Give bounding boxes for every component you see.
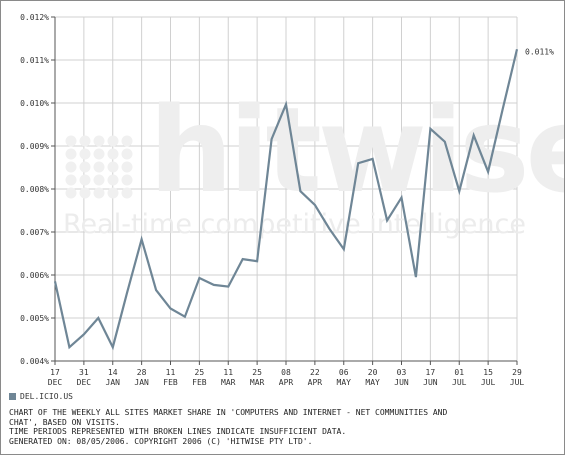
y-tick-label: 0.008% (20, 185, 49, 194)
series-lines: 0.011% (53, 47, 554, 351)
watermark-dot (65, 174, 77, 186)
x-tick-day: 31 (79, 368, 89, 377)
grid (54, 16, 518, 362)
x-tick-month: FEB (163, 378, 178, 387)
watermark-dot (93, 161, 105, 173)
note-line: CHART OF THE WEEKLY ALL SITES MARKET SHA… (9, 408, 448, 417)
x-tick-day: 17 (426, 368, 436, 377)
watermark-dot (79, 135, 91, 147)
watermark-tagline: Real-time competitive intelligence (63, 209, 526, 240)
watermark-dots-logo (65, 135, 133, 199)
watermark-dot (121, 135, 133, 147)
x-tick-day: 25 (252, 368, 262, 377)
x-tick-day: 17 (50, 368, 60, 377)
x-tick-month: JUL (452, 378, 467, 387)
x-tick-day: 25 (195, 368, 205, 377)
x-tick-month: APR (308, 378, 323, 387)
x-tick-day: 22 (310, 368, 320, 377)
x-tick-month: MAY (337, 378, 352, 387)
x-tick-month: JAN (106, 378, 121, 387)
x-tick-month: JUN (423, 378, 438, 387)
x-tick-day: 28 (137, 368, 147, 377)
watermark-dot (65, 187, 77, 199)
series-line-delicious (53, 49, 519, 351)
x-tick-month: APR (279, 378, 294, 387)
y-tick-label: 0.007% (20, 228, 49, 237)
note-line: TIME PERIODS REPRESENTED WITH BROKEN LIN… (9, 427, 347, 436)
y-tick-label: 0.010% (20, 99, 49, 108)
x-tick-month: MAR (221, 378, 236, 387)
x-tick-month: MAY (365, 378, 380, 387)
watermark-dot (121, 148, 133, 160)
watermark-dot (107, 174, 119, 186)
hitwise-watermark: hitwise Real-time competitive intelligen… (63, 81, 564, 240)
x-tick-month: JUL (481, 378, 496, 387)
x-tick-day: 11 (223, 368, 233, 377)
watermark-dot (107, 187, 119, 199)
watermark-dot (65, 135, 77, 147)
x-axis-ticks: 17DEC31DEC14JAN28JAN11FEB25FEB11MAR25MAR… (48, 361, 525, 387)
x-tick-day: 08 (281, 368, 291, 377)
watermark-dot (107, 148, 119, 160)
watermark-dot (93, 187, 105, 199)
y-axis-ticks: 0.004% 0.005% 0.006% 0.007% 0.008% 0.009% 0.01… (20, 13, 55, 366)
y-tick-label: 0.005% (20, 314, 49, 323)
x-tick-month: MAR (250, 378, 265, 387)
watermark-dot (93, 174, 105, 186)
watermark-dot (93, 135, 105, 147)
x-tick-day: 11 (166, 368, 176, 377)
watermark-dot (107, 161, 119, 173)
watermark-dot (79, 187, 91, 199)
x-tick-day: 06 (339, 368, 349, 377)
y-tick-label: 0.009% (20, 142, 49, 151)
chart-notes: CHART OF THE WEEKLY ALL SITES MARKET SHA… (9, 408, 559, 446)
x-tick-month: JUN (394, 378, 409, 387)
x-tick-month: JAN (134, 378, 149, 387)
watermark-dot (121, 187, 133, 199)
watermark-dot (79, 174, 91, 186)
watermark-dot (65, 148, 77, 160)
x-tick-month: JUL (510, 378, 525, 387)
watermark-dot (65, 161, 77, 173)
note-line: CHAT', BASED ON VISITS. (9, 417, 120, 427)
series-end-label: 0.011% (525, 47, 554, 56)
x-tick-month: FEB (192, 378, 207, 387)
x-tick-day: 29 (512, 368, 522, 377)
x-tick-day: 15 (483, 368, 493, 377)
y-tick-label: 0.011% (20, 56, 49, 65)
legend-swatch (9, 393, 16, 400)
watermark-dot (107, 135, 119, 147)
watermark-dot (79, 161, 91, 173)
line-chart: hitwise Real-time competitive intelligen… (20, 13, 564, 387)
x-tick-month: DEC (48, 378, 63, 387)
x-tick-day: 01 (454, 368, 464, 377)
y-tick-label: 0.006% (20, 271, 49, 280)
x-tick-month: DEC (77, 378, 92, 387)
legend: DEL.ICIO.US (9, 392, 73, 401)
note-line: GENERATED ON: 08/05/2006. COPYRIGHT 2006… (9, 436, 313, 446)
y-tick-label: 0.004% (20, 357, 49, 366)
x-tick-day: 03 (397, 368, 407, 377)
watermark-dot (121, 161, 133, 173)
watermark-dot (79, 148, 91, 160)
x-tick-day: 14 (108, 368, 118, 377)
x-tick-day: 20 (368, 368, 378, 377)
watermark-dot (93, 148, 105, 160)
watermark-brand: hitwise (149, 81, 564, 219)
y-tick-label: 0.012% (20, 13, 49, 22)
watermark-dot (121, 174, 133, 186)
legend-label: DEL.ICIO.US (20, 392, 73, 401)
